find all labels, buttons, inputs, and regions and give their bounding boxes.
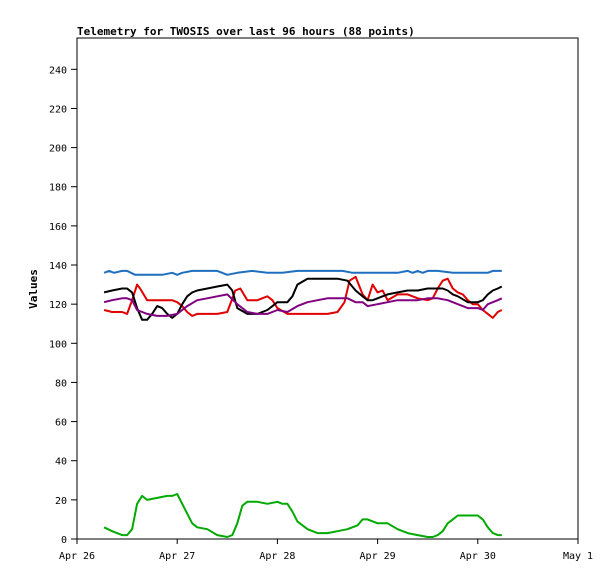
y-tick-label: 180 — [49, 183, 67, 194]
x-axis: Apr 26 Apr 27 Apr 28 Apr 29 Apr 30 May 1 — [59, 539, 593, 562]
plot-frame — [76, 37, 579, 540]
x-tick-label: May 1 — [563, 551, 593, 562]
series-line-3 — [103, 277, 503, 321]
y-tick-label: 100 — [49, 339, 67, 350]
y-tick-label: 120 — [49, 300, 67, 311]
series-line-4 — [103, 293, 503, 317]
y-tick-label: 60 — [55, 418, 67, 429]
x-tick-label: Apr 26 — [59, 551, 95, 562]
series-line-1 — [103, 269, 502, 276]
y-axis: 0 20 40 60 80 100 120 140 160 180 200 220 240 — [49, 65, 77, 546]
y-tick-label: 140 — [49, 261, 67, 272]
y-tick-label: 200 — [49, 144, 67, 155]
x-tick-label: Apr 28 — [259, 551, 295, 562]
y-tick-label: 40 — [55, 457, 67, 468]
y-tick-label: 220 — [49, 104, 67, 115]
chart-title: Telemetry for TWOSIS over last 96 hours … — [77, 25, 415, 38]
x-tick-label: Apr 29 — [360, 551, 396, 562]
series-line-2 — [103, 275, 503, 319]
x-tick-label: Apr 27 — [159, 551, 195, 562]
y-tick-label: 0 — [61, 535, 67, 546]
y-tick-label: 240 — [49, 65, 67, 76]
x-tick-label: Apr 30 — [460, 551, 496, 562]
y-axis-label: Values — [27, 269, 40, 309]
series-layer — [103, 269, 503, 538]
y-tick-label: 160 — [49, 222, 67, 233]
series-line-5 — [103, 493, 502, 538]
y-tick-label: 20 — [55, 496, 67, 507]
y-tick-label: 80 — [55, 378, 67, 389]
